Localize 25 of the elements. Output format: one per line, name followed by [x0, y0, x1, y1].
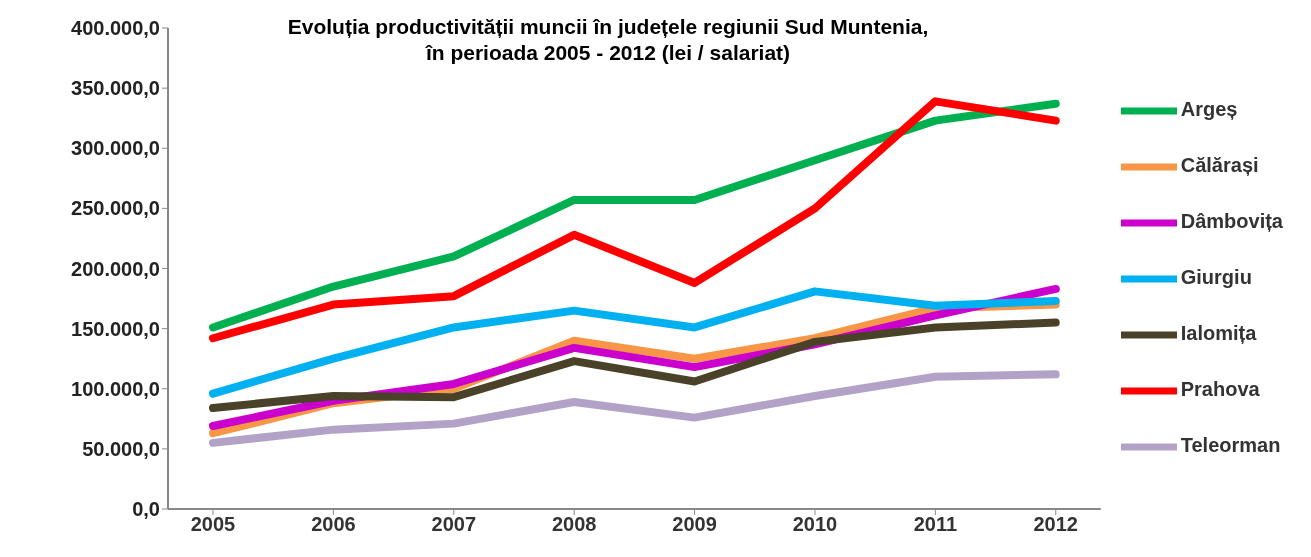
x-tick-label: 2009 — [672, 513, 717, 536]
y-tick-label: 300.000,0 — [71, 137, 160, 160]
legend-label: Teleorman — [1180, 433, 1281, 456]
y-tick-label: 150.000,0 — [71, 317, 160, 340]
y-tick-label: 0,0 — [132, 498, 160, 521]
legend-label: Giurgiu — [1180, 265, 1252, 288]
legend-label: Călărași — [1180, 153, 1259, 176]
legend-label: Prahova — [1180, 377, 1260, 400]
x-tick-label: 2008 — [551, 513, 597, 536]
y-tick-label: 350.000,0 — [71, 77, 160, 100]
y-tick-label: 200.000,0 — [71, 257, 160, 280]
x-tick-label: 2012 — [1033, 513, 1078, 536]
x-tick-label: 2006 — [311, 513, 356, 536]
x-tick-label: 2007 — [431, 513, 477, 536]
y-tick-label: 100.000,0 — [71, 377, 160, 400]
x-tick-label: 2011 — [913, 513, 958, 536]
legend-label: Argeș — [1180, 97, 1238, 120]
x-tick-label: 2005 — [190, 513, 236, 536]
legend-label: Dâmbovița — [1180, 209, 1283, 232]
y-tick-label: 50.000,0 — [82, 437, 160, 460]
chart-title: Evoluția productivității muncii în județele regiunii Sud Muntenia, în perioada 2005 - 2012 (lei / salariat) — [286, 14, 930, 66]
legend-label: Ialomița — [1180, 321, 1257, 344]
y-tick-label: 250.000,0 — [71, 197, 160, 220]
x-tick-label: 2010 — [792, 513, 838, 536]
y-tick-label: 400.000,0 — [71, 17, 160, 40]
